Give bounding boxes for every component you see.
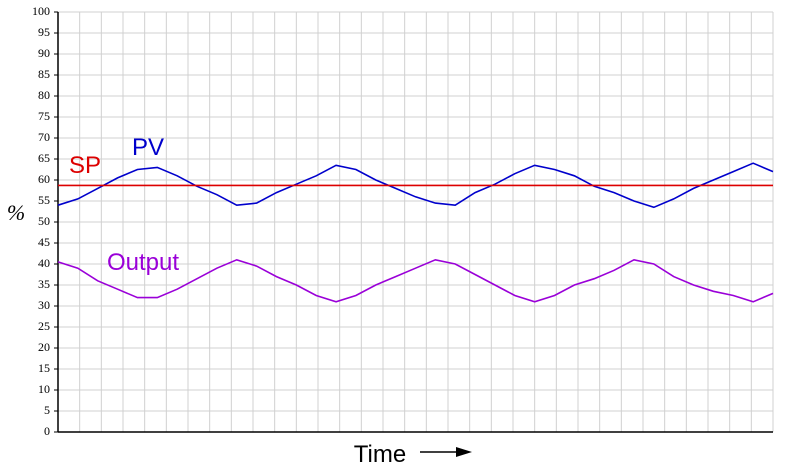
y-tick-label: 60 [38, 172, 50, 186]
series-label: SP [69, 152, 101, 179]
y-tick-label: 40 [38, 256, 50, 270]
y-tick-label: 5 [44, 403, 50, 417]
y-tick-label: 75 [38, 109, 50, 123]
y-tick-label: 50 [38, 214, 50, 228]
y-tick-label: 20 [38, 340, 50, 354]
series-line [57, 258, 774, 303]
y-tick-label: 55 [38, 193, 50, 207]
y-tick-label: 15 [38, 361, 50, 375]
y-tick-label: 25 [38, 319, 50, 333]
series-label: Output [107, 249, 179, 276]
y-tick-label: 85 [38, 67, 50, 81]
y-tick-label: 90 [38, 46, 50, 60]
y-tick-label: 95 [38, 25, 50, 39]
y-axis-label: % [7, 200, 25, 225]
y-tick-label: 80 [38, 88, 50, 102]
y-tick-label: 45 [38, 235, 50, 249]
y-tick-label: 30 [38, 298, 50, 312]
y-tick-label: 65 [38, 151, 50, 165]
series-line [57, 162, 774, 209]
y-tick-label: 100 [32, 4, 50, 18]
x-axis-label: Time [354, 441, 406, 468]
y-tick-label: 70 [38, 130, 50, 144]
y-tick-label: 0 [44, 424, 50, 438]
y-tick-label: 35 [38, 277, 50, 291]
y-tick-label: 10 [38, 382, 50, 396]
time-arrow [420, 447, 472, 457]
series-label: PV [132, 134, 164, 161]
